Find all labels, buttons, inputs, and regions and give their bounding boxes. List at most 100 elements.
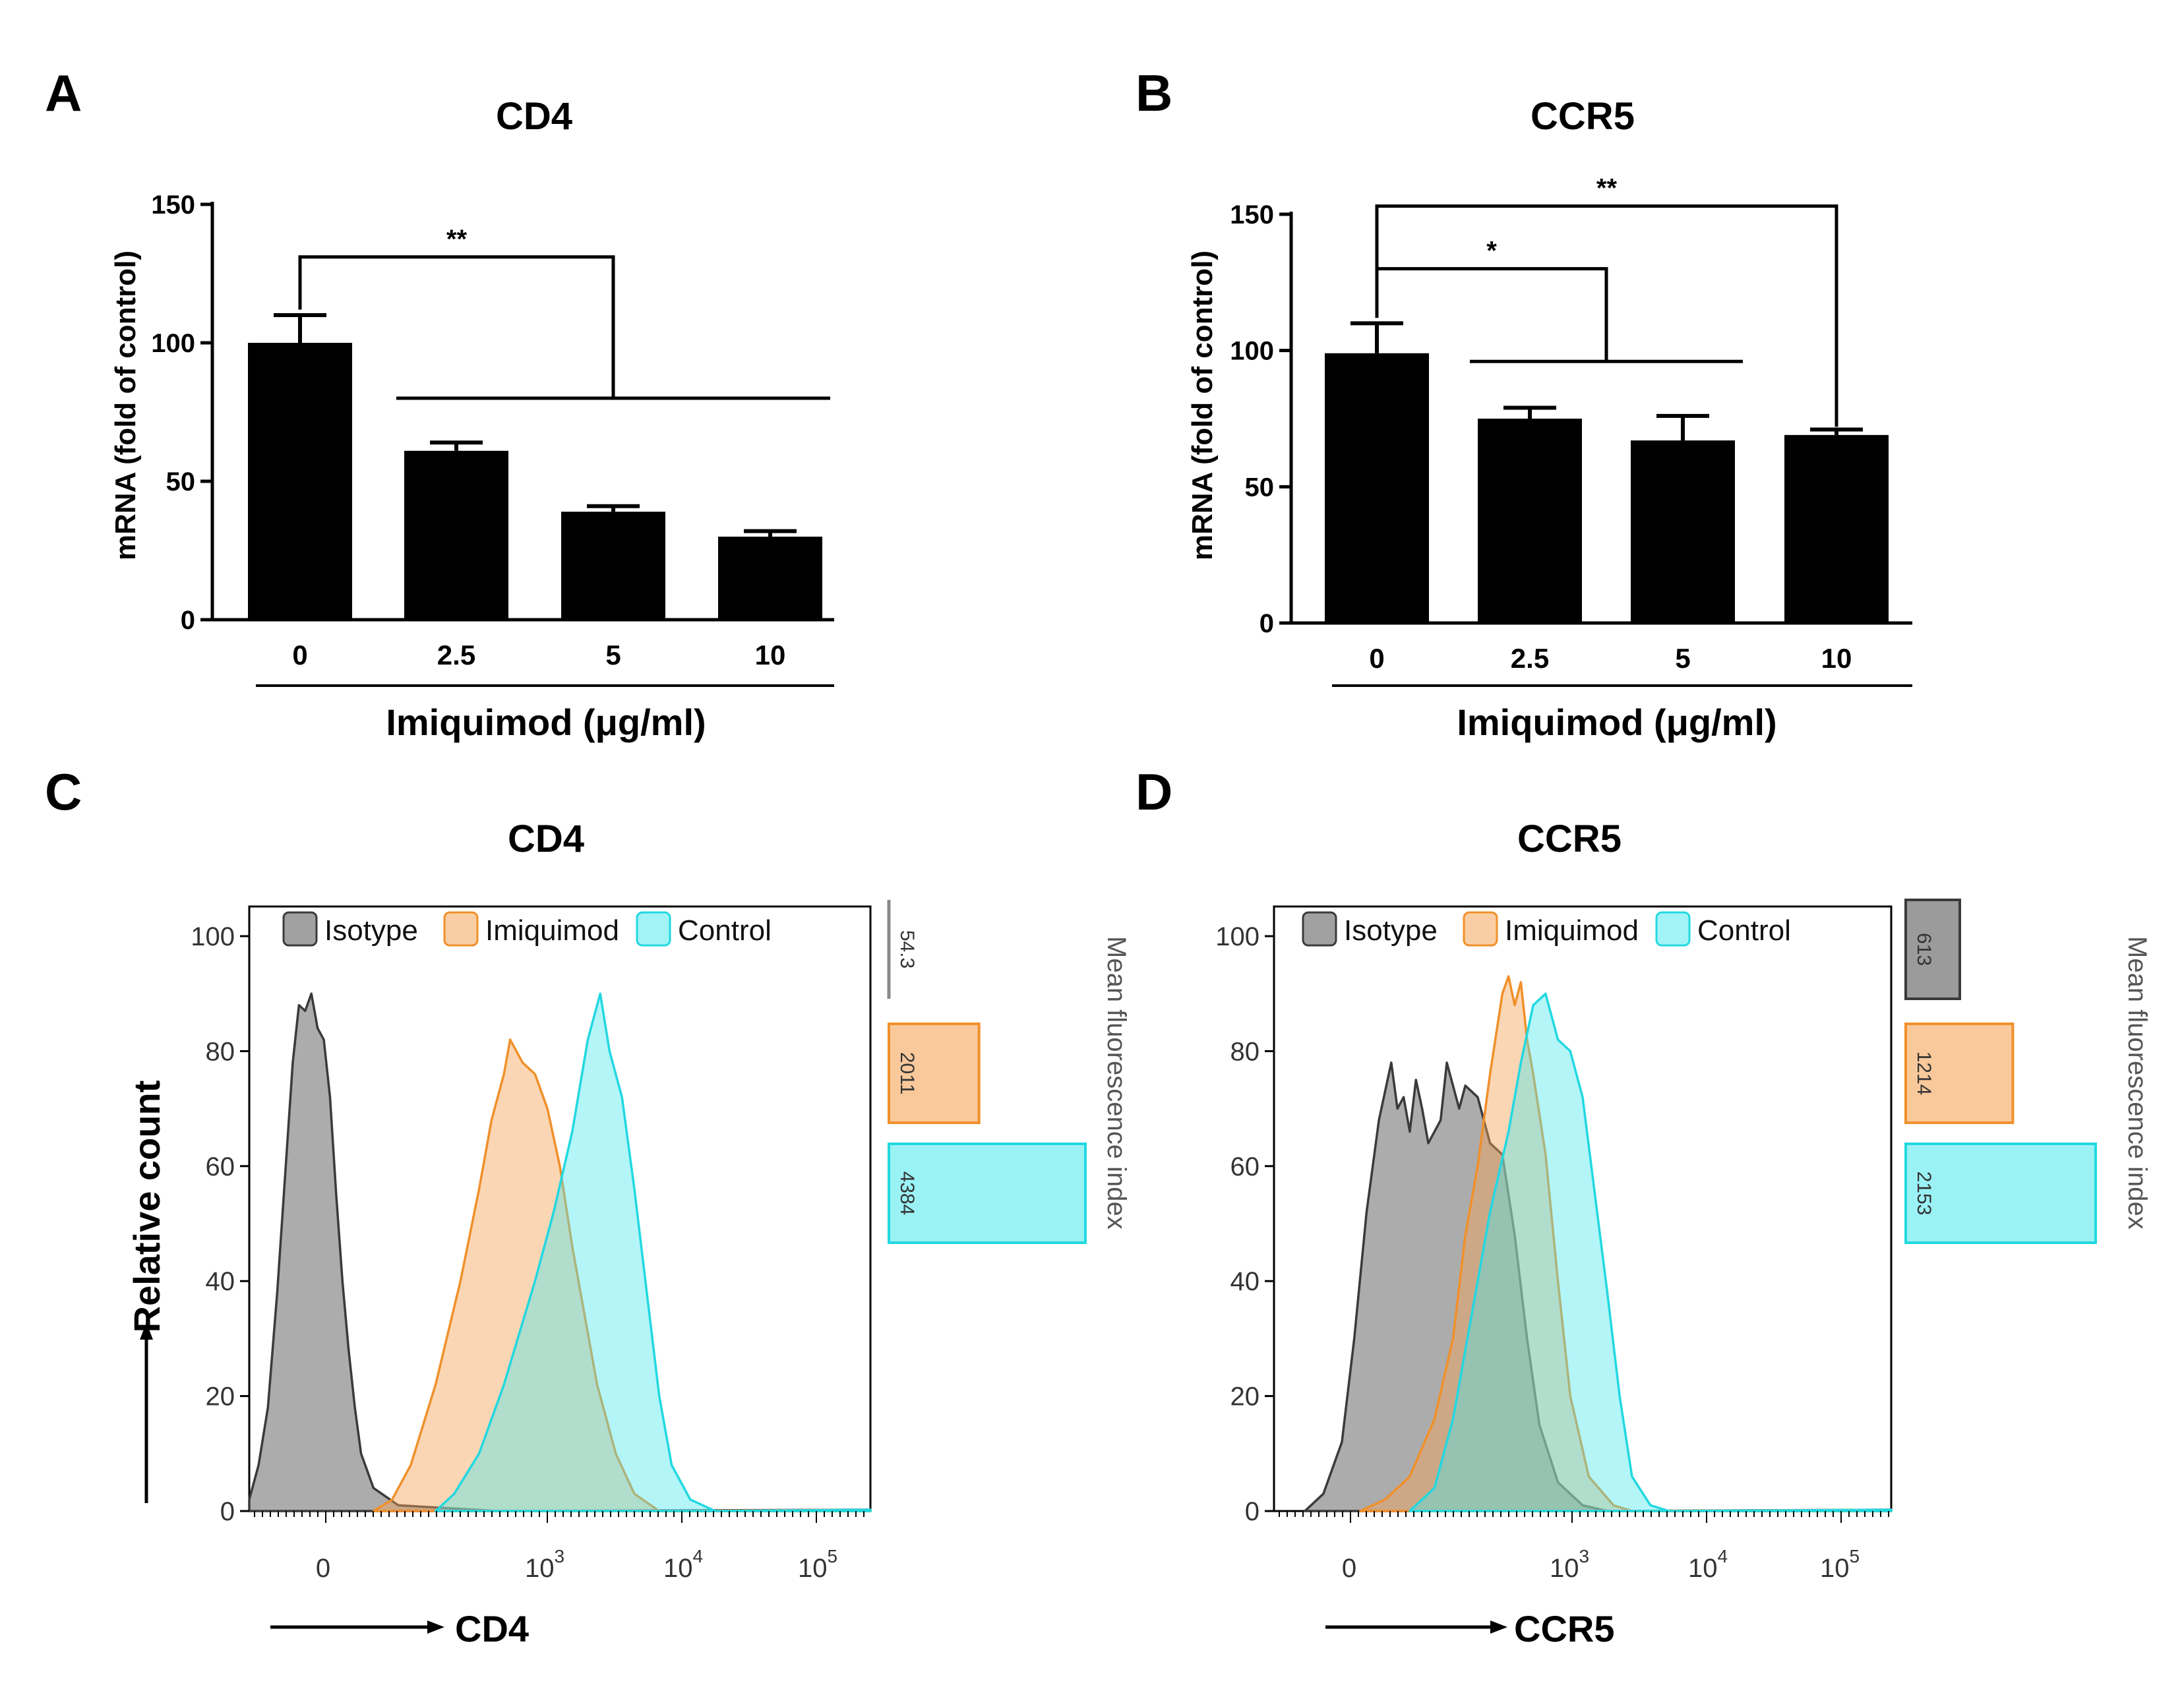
bar-a [561, 512, 665, 620]
legend-label-control-d: Control [1697, 914, 1791, 947]
x-tick-label-b: 5 [1675, 643, 1690, 674]
title-a: CD4 [496, 95, 572, 138]
histogram-isotype-d [1304, 1061, 1893, 1512]
mfi-label-d: Mean fluorescence index [2123, 936, 2152, 1230]
x-tick-label-d: 103 [1550, 1546, 1589, 1583]
x-tick-label-c: 105 [798, 1546, 837, 1583]
bar-a [404, 450, 508, 620]
y-tick-label-b: 100 [1230, 337, 1274, 366]
significance-bracket-b [1375, 204, 1838, 427]
y-tick-label-b: 50 [1245, 473, 1275, 502]
y-tick-label-a: 150 [151, 191, 195, 220]
x-tick-label-a: 2.5 [437, 639, 475, 670]
y-tick-label-d: 80 [1230, 1037, 1260, 1066]
mfi-bar-control-d [1904, 1143, 2097, 1244]
legend-label-isotype-d: Isotype [1344, 914, 1438, 947]
bar-b [1631, 440, 1735, 623]
mfi-value-isotype-d: 613 [1913, 933, 1935, 966]
legend-label-imiquimod-c: Imiquimod [485, 914, 619, 947]
bar-b [1325, 353, 1429, 623]
y-tick-label-c: 60 [206, 1152, 235, 1181]
bar-b [1478, 419, 1582, 623]
ylabel-a: mRNA (fold of control) [109, 251, 142, 560]
significance-label-b: ** [1596, 174, 1618, 203]
histogram-imiquimod-d [1359, 975, 1893, 1512]
panel-letter-b: B [1136, 64, 1172, 122]
x-tick-label-c: 104 [663, 1546, 703, 1583]
y-tick-label-d: 100 [1215, 922, 1259, 951]
bar-chart-a: 0 50 100 150 0 2.5 5 10 ** [151, 191, 834, 670]
panel-letter-c: C [45, 763, 82, 821]
xlabel-arrowhead-d [1490, 1620, 1507, 1634]
y-tick-label-c: 80 [206, 1037, 235, 1066]
bar-b [1784, 434, 1889, 623]
legend-swatch-isotype-c [282, 911, 318, 947]
x-tick-label-b: 10 [1821, 643, 1852, 674]
mfi-bar-imiquimod-d [1904, 1023, 2015, 1124]
xlabel-arrowhead-c [427, 1620, 444, 1634]
significance-bracket-b [1375, 267, 1608, 362]
legend-label-isotype-c: Isotype [324, 914, 418, 947]
legend-label-control-c: Control [678, 914, 772, 947]
mfi-bar-isotype-d [1904, 899, 1961, 1000]
mfi-bar-imiquimod-c [888, 1023, 981, 1124]
xlabel-c: CD4 [455, 1608, 529, 1649]
panel-letter-d: D [1136, 763, 1172, 821]
significance-label-a: ** [446, 225, 468, 254]
x-tick-label-a: 10 [755, 639, 786, 670]
legend-label-imiquimod-d: Imiquimod [1505, 914, 1639, 947]
ylabel-arrowhead-c [140, 1322, 153, 1340]
x-tick-label-a: 0 [292, 639, 307, 670]
mfi-label-c: Mean fluorescence index [1102, 936, 1131, 1230]
y-tick-label-a: 0 [181, 606, 195, 635]
title-c: CD4 [508, 817, 584, 860]
mfi-value-imiquimod-c: 2011 [896, 1052, 918, 1095]
mfi-value-control-c: 4384 [896, 1172, 918, 1216]
mfi-bar-control-c [888, 1143, 1087, 1244]
y-tick-label-b: 0 [1259, 609, 1274, 638]
significance-bracket-a [298, 255, 615, 398]
bar-a [248, 343, 352, 620]
x-tick-label-d: 105 [1820, 1546, 1860, 1583]
y-tick-label-c: 40 [206, 1267, 235, 1296]
x-tick-label-b: 2.5 [1511, 643, 1549, 674]
histogram-chart-c: 0 20 40 60 80 100 0 103 104 105 Isotype Imiquimod Co… [191, 900, 1087, 1583]
y-tick-label-c: 100 [191, 922, 235, 951]
legend-swatch-control-c [636, 911, 671, 947]
y-tick-label-b: 150 [1230, 200, 1274, 229]
y-tick-label-d: 0 [1245, 1497, 1259, 1526]
ylabel-c: Relative count [126, 1081, 167, 1333]
bar-a [718, 537, 822, 620]
histogram-isotype-c [248, 992, 872, 1512]
significance-label-b: * [1486, 237, 1497, 266]
histogram-control-d [1409, 992, 1893, 1512]
legend-swatch-imiquimod-d [1463, 911, 1498, 947]
y-tick-label-a: 50 [166, 467, 196, 496]
histogram-control-c [434, 992, 872, 1512]
y-tick-label-d: 60 [1230, 1152, 1260, 1181]
y-tick-label-a: 100 [151, 329, 195, 358]
x-tick-label-d: 104 [1688, 1546, 1728, 1583]
mfi-value-isotype-c: 54.3 [896, 930, 918, 968]
title-d: CCR5 [1517, 817, 1622, 860]
xlabel-a: Imiquimod (μg/ml) [386, 701, 706, 743]
histogram-chart-d: 0 20 40 60 80 100 0 103 104 105 Isotype Imiquimod Co… [1215, 899, 2097, 1583]
histogram-imiquimod-c [372, 1038, 872, 1512]
panel-letter-a: A [45, 64, 82, 122]
x-tick-label-d: 0 [1342, 1554, 1356, 1583]
y-tick-label-d: 40 [1230, 1267, 1260, 1296]
ylabel-b: mRNA (fold of control) [1186, 251, 1219, 560]
y-tick-label-c: 0 [220, 1497, 235, 1526]
mfi-value-control-d: 2153 [1913, 1172, 1935, 1216]
y-tick-label-d: 20 [1230, 1382, 1260, 1411]
xlabel-b: Imiquimod (μg/ml) [1457, 701, 1776, 743]
x-tick-label-c: 0 [316, 1554, 330, 1583]
xlabel-d: CCR5 [1514, 1608, 1614, 1649]
y-tick-label-c: 20 [206, 1382, 235, 1411]
x-tick-label-b: 0 [1369, 643, 1384, 674]
x-tick-label-a: 5 [605, 639, 621, 670]
x-tick-label-c: 103 [525, 1546, 564, 1583]
legend-swatch-imiquimod-c [443, 911, 479, 947]
